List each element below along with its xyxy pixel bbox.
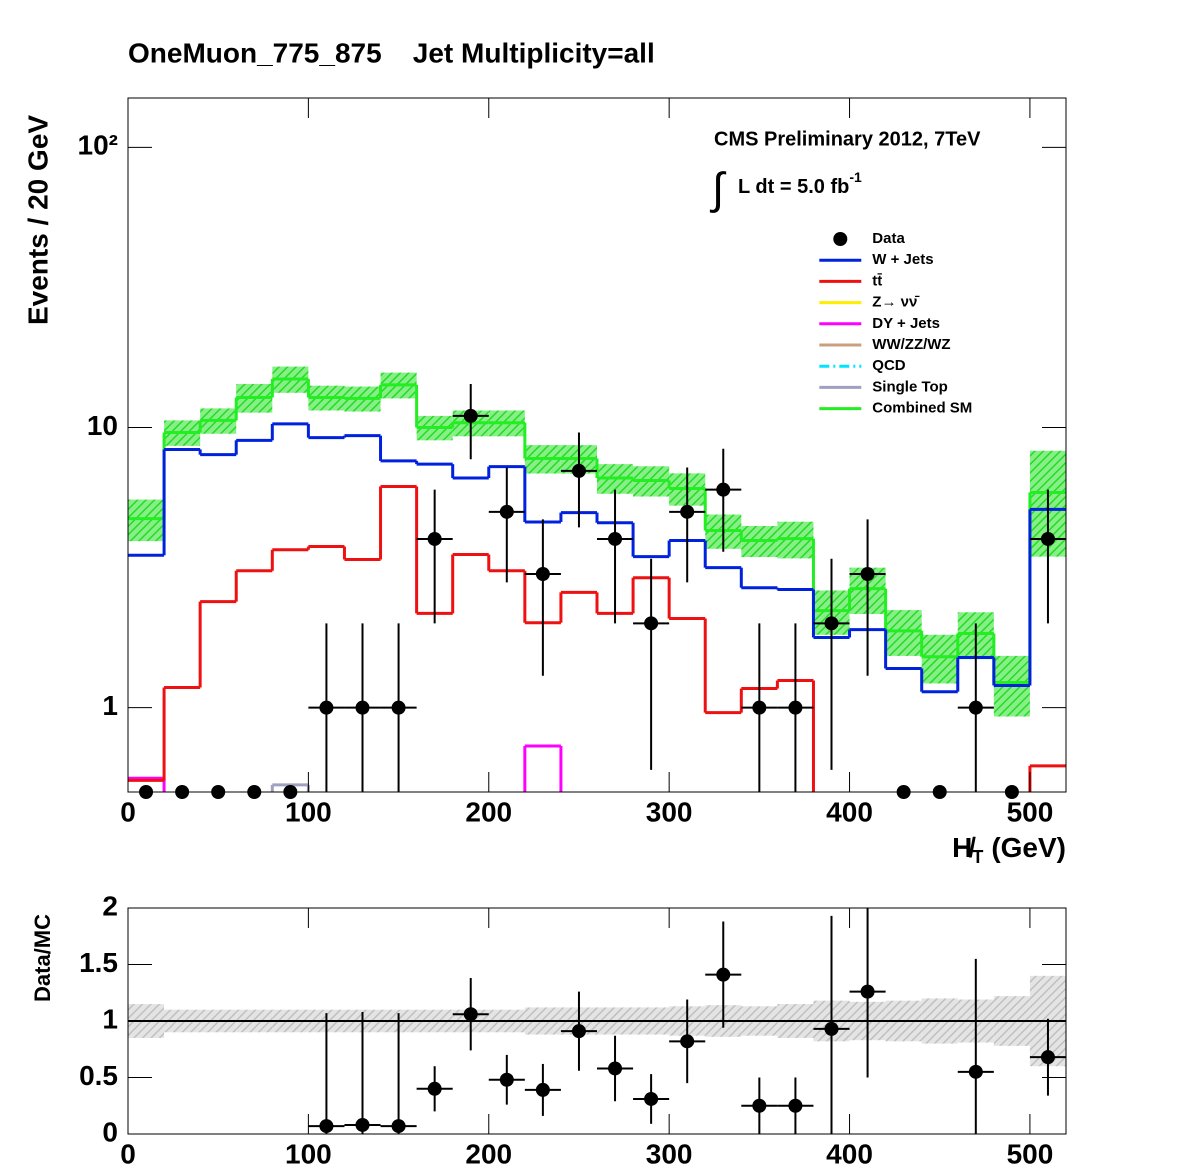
x-tick-label: 200 bbox=[465, 1138, 512, 1169]
data-point bbox=[716, 482, 731, 497]
lumi: L dt = 5.0 fb-1 bbox=[738, 169, 862, 199]
data-point bbox=[499, 504, 514, 519]
data-point bbox=[355, 1117, 370, 1132]
x-tick-label: 0 bbox=[120, 1138, 136, 1169]
data-point bbox=[680, 504, 695, 519]
x-tick-label: 500 bbox=[1007, 1138, 1054, 1169]
x-tick-label: 0 bbox=[120, 796, 136, 827]
data-point bbox=[1040, 1050, 1055, 1065]
data-point bbox=[968, 700, 983, 715]
data-point bbox=[463, 408, 478, 423]
x-axis-label: H̸T (GeV) bbox=[952, 832, 1066, 866]
data-point bbox=[463, 1007, 478, 1022]
lumi-text: L dt = 5.0 fb bbox=[738, 176, 849, 198]
chart-title: OneMuon_775_875 Jet Multiplicity=all bbox=[128, 37, 655, 68]
data-point bbox=[716, 967, 731, 982]
data-point bbox=[824, 616, 839, 631]
data-point bbox=[499, 1072, 514, 1087]
x-tick-label: 400 bbox=[826, 796, 873, 827]
data-point bbox=[391, 700, 406, 715]
x-tick-label: 200 bbox=[465, 796, 512, 827]
data-point bbox=[860, 566, 875, 581]
legend-label: DY + Jets bbox=[872, 315, 940, 332]
plot-area bbox=[128, 366, 1066, 792]
y-tick-label: 10² bbox=[78, 130, 118, 161]
data-point bbox=[824, 1021, 839, 1036]
data-point bbox=[608, 531, 623, 546]
data-point bbox=[355, 700, 370, 715]
uncertainty-band bbox=[885, 610, 922, 656]
lumi-sup: -1 bbox=[849, 169, 862, 185]
y-tick-label: 1.5 bbox=[79, 947, 118, 978]
frame bbox=[127, 907, 1067, 1135]
legend-label: QCD bbox=[872, 357, 906, 374]
data-point bbox=[644, 616, 659, 631]
data-point bbox=[968, 1064, 983, 1079]
x-label-unit: (GeV) bbox=[991, 832, 1066, 863]
x-tick-label: 100 bbox=[285, 796, 332, 827]
data-point bbox=[535, 1082, 550, 1097]
legend-label: Single Top bbox=[872, 378, 948, 395]
data-point bbox=[571, 463, 586, 478]
data-point bbox=[427, 531, 442, 546]
data-point bbox=[535, 566, 550, 581]
lumi-integral: ∫ bbox=[709, 165, 727, 214]
plot-area bbox=[128, 908, 1066, 1134]
y-axis-label: Events / 20 GeV bbox=[22, 115, 53, 325]
data-point bbox=[319, 1119, 334, 1134]
y-tick-label: 1 bbox=[102, 1003, 118, 1034]
data-point bbox=[1040, 531, 1055, 546]
data-point bbox=[788, 700, 803, 715]
frame bbox=[127, 97, 1067, 793]
annotation: CMS Preliminary 2012, 7TeV bbox=[714, 128, 981, 150]
data-point bbox=[391, 1119, 406, 1134]
data-point bbox=[319, 700, 334, 715]
legend-label: W + Jets bbox=[872, 251, 933, 268]
x-tick-label: 400 bbox=[826, 1138, 873, 1169]
legend-label: Data bbox=[872, 230, 905, 247]
y-tick-label: 10 bbox=[87, 410, 118, 441]
y-tick-label: 0 bbox=[102, 1116, 118, 1147]
x-tick-label: 500 bbox=[1007, 796, 1054, 827]
x-label-sub: T bbox=[972, 847, 983, 867]
x-tick-label: 100 bbox=[285, 1138, 332, 1169]
y-tick-label: 2 bbox=[102, 890, 118, 921]
y-tick-label: 1 bbox=[102, 690, 118, 721]
x-tick-label: 300 bbox=[646, 1138, 693, 1169]
data-point bbox=[427, 1081, 442, 1096]
data-point bbox=[644, 1091, 659, 1106]
data-point bbox=[680, 1034, 695, 1049]
data-point bbox=[608, 1061, 623, 1076]
x-label-symbol: H̸ bbox=[952, 832, 976, 863]
y-tick-label: 0.5 bbox=[79, 1060, 118, 1091]
uncertainty-band bbox=[128, 499, 165, 542]
data-point bbox=[860, 984, 875, 999]
uncertainty-band bbox=[921, 634, 958, 684]
x-tick-label: 300 bbox=[646, 796, 693, 827]
legend-label: Combined SM bbox=[872, 400, 972, 417]
data-point bbox=[752, 1098, 767, 1113]
data-point bbox=[571, 1024, 586, 1039]
legend-label: WW/ZZ/WZ bbox=[872, 336, 950, 353]
data-point bbox=[788, 1098, 803, 1113]
legend-label: Z→ νν̄ bbox=[872, 294, 920, 311]
legend-label: tt̄ bbox=[872, 272, 882, 289]
data-point bbox=[752, 700, 767, 715]
legend-marker bbox=[833, 232, 848, 246]
ratio-y-axis-label: Data/MC bbox=[30, 914, 55, 1002]
